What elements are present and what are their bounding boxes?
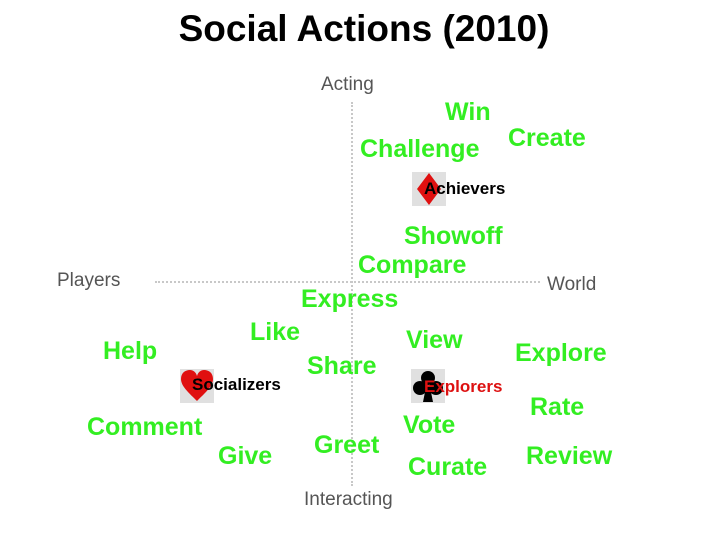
action-share: Share (307, 352, 377, 380)
action-vote: Vote (403, 411, 456, 439)
action-express: Express (301, 285, 399, 313)
action-view: View (406, 326, 463, 354)
action-rate: Rate (530, 393, 585, 421)
action-explore: Explore (515, 339, 607, 367)
action-like: Like (250, 318, 301, 346)
action-give: Give (218, 442, 273, 470)
action-compare: Compare (358, 251, 467, 279)
vertical-axis-line (351, 102, 353, 486)
action-comment: Comment (87, 413, 203, 441)
action-curate: Curate (408, 453, 488, 481)
action-win: Win (445, 98, 491, 126)
diagram-title: Social Actions (2010) (178, 8, 550, 49)
explorers-club-icon (411, 369, 445, 403)
action-create: Create (508, 124, 586, 152)
horizontal-axis-line (155, 281, 540, 283)
action-help: Help (103, 337, 158, 365)
action-greet: Greet (314, 431, 380, 459)
action-challenge: Challenge (360, 135, 480, 163)
achievers-diamond-icon (412, 172, 446, 206)
socializers-heart-icon (180, 369, 214, 403)
axis-label-players: Players (57, 270, 121, 291)
axis-label-world: World (547, 274, 597, 295)
axis-label-acting: Acting (321, 74, 374, 95)
socializers-label: Socializers (192, 375, 281, 394)
achievers-label: Achievers (424, 179, 506, 198)
explorers-label: Explorers (424, 377, 503, 396)
action-review: Review (526, 442, 613, 470)
axis-label-interacting: Interacting (304, 489, 393, 510)
action-showoff: Showoff (404, 222, 503, 250)
